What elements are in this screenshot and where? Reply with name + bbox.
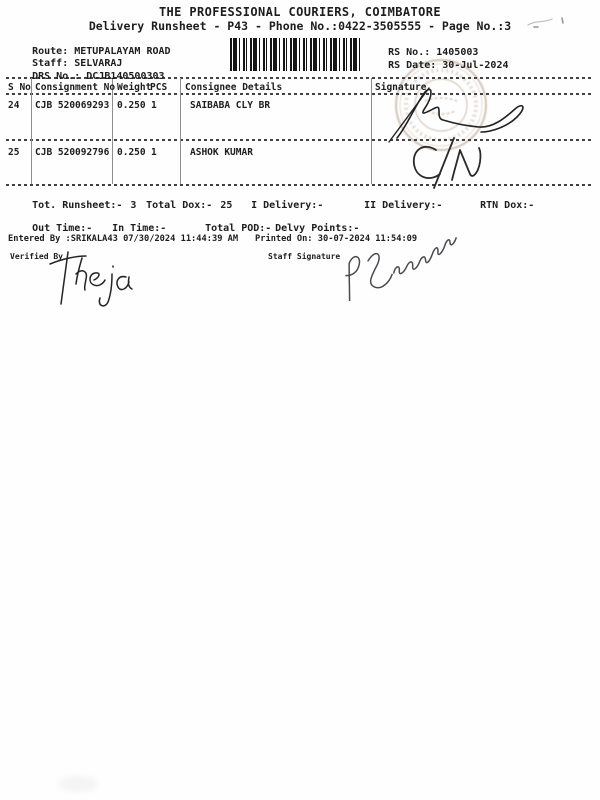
tot-runsheet-label: Tot. Runsheet:- [32, 200, 123, 211]
total-pod-label: Total POD:- [205, 223, 272, 234]
in-time-label: In Time:- [112, 223, 167, 234]
tot-runsheet: Tot. Runsheet:- 3 [8, 189, 136, 222]
rtn-dox: RTN Dox:- [456, 189, 534, 222]
staff-value: SELVARAJ [74, 58, 123, 69]
divider [6, 139, 594, 141]
rs-date-line: RS Date: 30-Jul-2024 [364, 49, 509, 82]
total-dox-value: 25 [220, 200, 233, 211]
drs-no-line: DRS No.: DCJB140500303 [8, 60, 165, 93]
delvy-points-label: Delvy Points:- [275, 223, 360, 234]
col-header-weight: Weight [117, 82, 152, 93]
courier-stamp-icon [394, 58, 488, 152]
tot-runsheet-value: 3 [130, 200, 137, 211]
total-dox-label: Total Dox:- [146, 200, 213, 211]
table-row-cell-pcs: 1 [151, 147, 157, 158]
table-row-cell-s-no: 24 [8, 100, 20, 111]
staff-line: Staff: SELVARAJ [8, 47, 122, 80]
consignee-signature-handwriting [388, 87, 524, 143]
divider [6, 93, 594, 95]
rs-date-label: RS Date: [388, 60, 437, 71]
page-title: THE PROFESSIONAL COURIERS, COIMBATORE [158, 5, 442, 19]
rtn-dox-label: RTN Dox:- [480, 200, 535, 211]
staff-signature-handwriting [345, 237, 457, 301]
table-row-cell-consignee: ASHOK KUMAR [190, 147, 253, 158]
ii-delivery: II Delivery:- [340, 189, 442, 222]
in-time: In Time:- [88, 212, 166, 245]
table-row-cell-s-no: 25 [8, 147, 20, 158]
col-header-consignee-details: Consignee Details [185, 82, 283, 93]
delvy-points: Delvy Points:- [251, 212, 359, 245]
verified-by-label: Verified By [10, 252, 63, 261]
verified-by-signature-handwriting [49, 251, 133, 307]
rs-date-value: 30-Jul-2024 [442, 60, 509, 71]
divider [6, 184, 594, 186]
cn-note-handwriting [412, 137, 482, 189]
ii-delivery-label: II Delivery:- [364, 200, 443, 211]
col-header-s-no: S No [8, 82, 31, 93]
col-header-signature: Signature [375, 82, 427, 93]
table-column-line [112, 78, 113, 184]
table-row-cell-pcs: 1 [151, 100, 157, 111]
staff-label: Staff: [32, 58, 69, 69]
out-time: Out Time:- [8, 212, 92, 245]
page-subtitle: Delivery Runsheet - P43 - Phone No.:0422… [88, 19, 512, 33]
entered-by-line: Entered By :SRIKALA43 07/30/2024 11:44:3… [8, 234, 239, 244]
table-column-line [371, 78, 372, 184]
printed-on-line: Printed On: 30-07-2024 11:54:09 [255, 234, 418, 244]
table-row-cell-consignment-no: CJB 520069293 [35, 100, 110, 111]
i-delivery-label: I Delivery:- [251, 200, 324, 211]
rs-no-value: 1405003 [436, 47, 479, 58]
divider [6, 77, 594, 79]
rs-no-label: RS No.: [388, 47, 431, 58]
table-row-cell-weight: 0.250 [117, 147, 146, 158]
route-label: Route: [32, 46, 69, 57]
table-column-line [31, 78, 32, 184]
total-pod: Total POD:- [181, 212, 271, 245]
total-dox: Total Dox:- 25 [122, 189, 232, 222]
i-delivery: I Delivery:- [227, 189, 323, 222]
pen-mark-icon [527, 17, 564, 28]
route-value: METUPALAYAM ROAD [74, 46, 171, 57]
drs-no-label: DRS No.: [32, 71, 81, 82]
rs-no-line: RS No.: 1405003 [364, 36, 478, 69]
staff-signature-label: Staff Signature [268, 252, 341, 261]
table-column-line [180, 78, 181, 184]
barcode-icon [230, 38, 362, 71]
table-row-cell-consignment-no: CJB 520092796 [35, 147, 110, 158]
col-header-pcs: PCS [150, 82, 168, 93]
table-row-cell-consignee: SAIBABA CLY BR [190, 100, 271, 111]
drs-no-value: DCJB140500303 [86, 71, 165, 82]
out-time-label: Out Time:- [32, 223, 93, 234]
route-line: Route: METUPALAYAM ROAD [8, 35, 171, 68]
col-header-consignment-no: Consignment No [35, 82, 116, 93]
scan-smudge [58, 776, 98, 792]
table-row-cell-weight: 0.250 [117, 100, 146, 111]
